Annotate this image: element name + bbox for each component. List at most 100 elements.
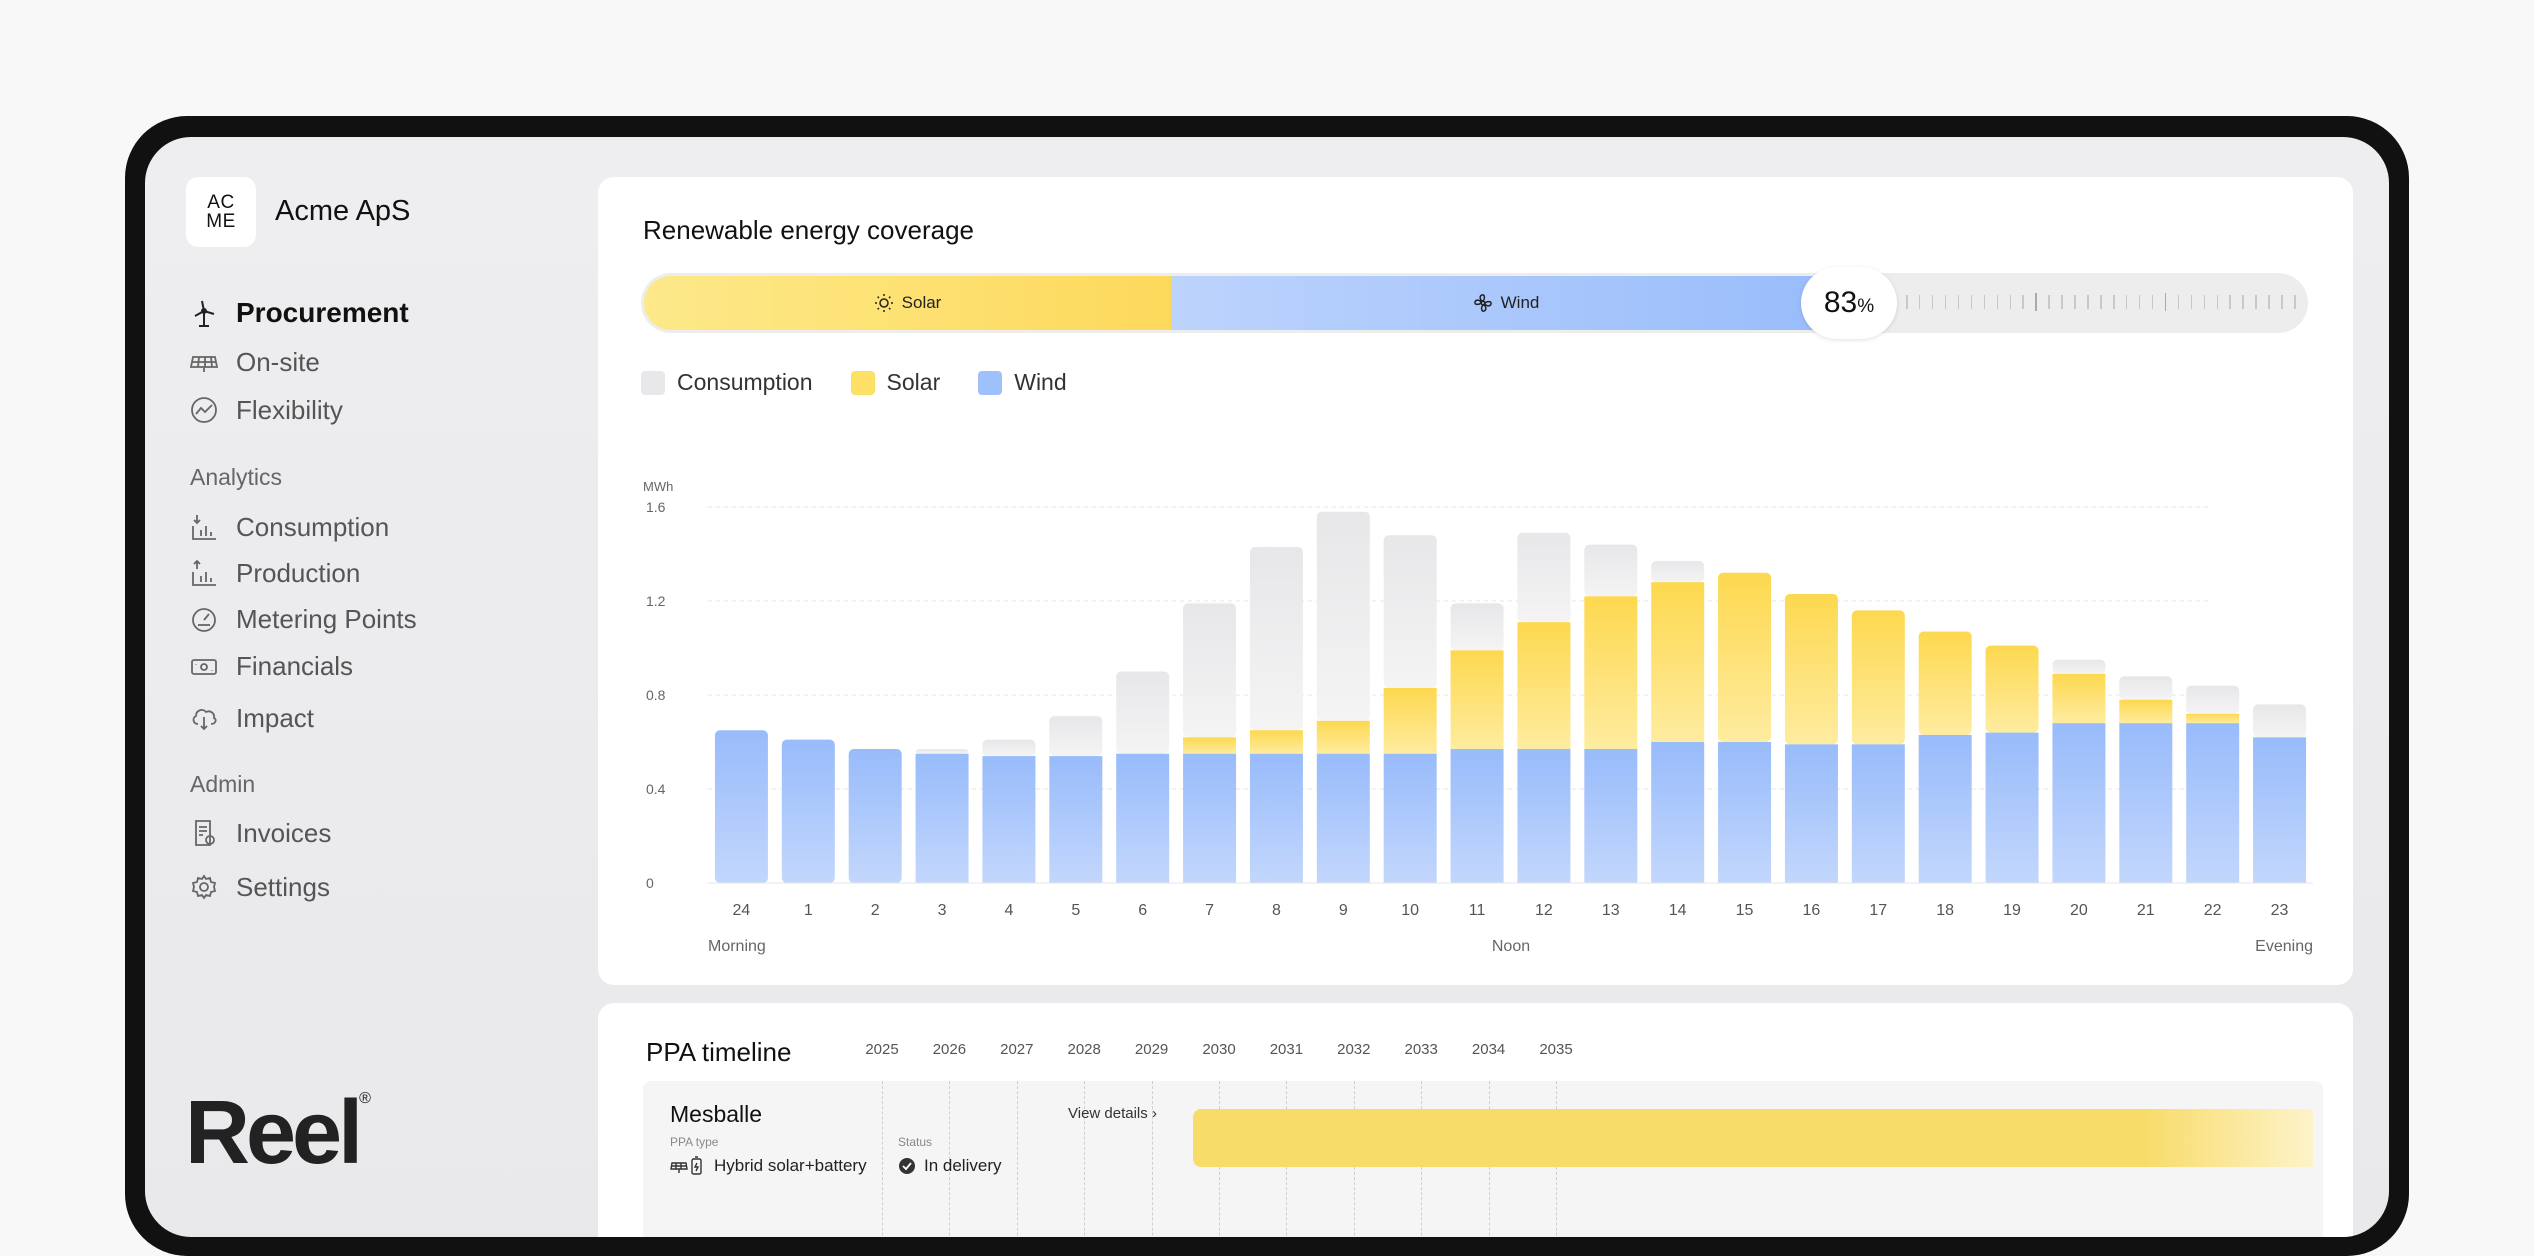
org-name[interactable]: Acme ApS [275,195,411,227]
invoice-icon [188,817,220,849]
x-tick-label: 8 [1272,902,1281,919]
bar-wind [1383,753,1437,883]
bar-solar [2052,673,2106,724]
nav-item-consumption[interactable]: Consumption [188,509,389,545]
y-tick-label: 0.4 [646,781,666,797]
nav-item-procurement[interactable]: Procurement [188,295,409,331]
bar-consumption [1183,603,1237,738]
nav-item-label: Impact [236,702,315,733]
bar-consumption [1517,532,1571,623]
bar-consumption [2186,685,2240,714]
timeline-year: 2030 [1202,1041,1236,1058]
nav-item-on-site[interactable]: On-site [188,344,320,380]
bar-wind [781,739,835,883]
timeline-year: 2028 [1067,1041,1101,1058]
legend-item-solar[interactable]: Solar [850,369,940,396]
money-icon [188,650,220,682]
bar-solar [1383,687,1437,754]
bar-wind [1851,744,1905,883]
coverage-tick [2268,295,2270,309]
x-tick-label: 20 [2070,902,2088,919]
bar-wind [1651,742,1705,883]
bar-wind [1316,753,1370,883]
coverage-wind-segment[interactable]: Wind [1171,276,1841,330]
timeline-year: 2031 [1269,1041,1304,1058]
bar-wind [1985,732,2039,883]
bar-solar [1718,572,1772,742]
nav-item-financials[interactable]: Financials [188,648,353,684]
coverage-tick [1944,295,1947,309]
x-tick-label: 3 [938,902,947,919]
y-tick-label: 0 [646,875,654,891]
ppa-title: PPA timeline [646,1037,792,1067]
coverage-ticks [1906,293,2296,311]
coverage-solar-segment[interactable]: Solar [644,276,1171,330]
bar-wind [1049,756,1103,883]
hybrid-icon [670,1156,706,1176]
view-details-link[interactable]: View details › [1068,1105,1157,1122]
coverage-bar[interactable]: Solar Wind 83% [641,267,2308,339]
bar-solar [1450,650,1504,750]
coverage-title: Renewable energy coverage [643,215,974,245]
x-tick-label: 1 [804,902,813,919]
x-tick-label: 13 [1602,902,1620,919]
y-tick-label: 0.8 [646,687,666,703]
timeline-year: 2027 [1000,1041,1034,1058]
bar-wind [1183,753,1237,883]
chevron-right-icon: › [1151,1105,1157,1122]
x-tick-label: 22 [2204,902,2222,919]
nav-item-label: Metering Points [236,603,417,634]
x-tick-label: 18 [1936,902,1954,919]
coverage-tick [1970,295,1973,309]
nav-item-metering-points[interactable]: Metering Points [188,601,417,637]
bar-consumption [2052,659,2106,674]
coverage-percent-unit: % [1857,296,1875,317]
bar-solar [1651,582,1705,742]
org-logo-line1: AC [207,192,235,213]
x-tick-label: 14 [1669,902,1687,919]
y-axis-unit: MWh [643,479,673,494]
nav-item-label: Production [236,557,361,588]
bar-wind [982,756,1036,883]
bar-consumption [1651,561,1705,583]
x-tick-label: 2 [871,902,880,919]
org-logo[interactable]: AC ME [186,177,256,247]
coverage-percent: 83 [1823,286,1858,319]
legend-item-consumption[interactable]: Consumption [641,369,813,396]
nav-item-settings[interactable]: Settings [188,869,330,905]
bar-wind [1718,742,1772,883]
sun-icon [874,293,894,313]
ppa-status-label: Status [898,1135,933,1149]
bar-consumption [1584,544,1638,597]
nav-item-production[interactable]: Production [188,555,360,591]
bar-solar [1517,622,1571,750]
x-tick-label: 9 [1339,902,1348,919]
bar-consumption [1316,511,1370,721]
x-tick-label: 10 [1401,902,1419,919]
coverage-tick [2138,295,2141,309]
bar-consumption [1383,535,1437,688]
bar-solar [1584,596,1638,750]
nav-item-invoices[interactable]: Invoices [188,815,331,851]
coverage-tick [2100,295,2102,309]
ppa-timeline-card: PPA timeline Mesballe View details › PPA… [598,1003,2353,1237]
x-tick-label: 6 [1138,902,1147,919]
legend-item-wind[interactable]: Wind [978,369,1067,396]
bar-wind [1784,744,1838,883]
y-tick-label: 1.2 [646,593,666,609]
gear-icon [188,871,220,903]
nav-item-impact[interactable]: Impact [188,700,314,736]
bar-wind [1116,753,1170,883]
coverage-tick [1906,295,1908,309]
nav-item-flexibility[interactable]: Flexibility [188,392,343,428]
ppa-delivery-bar[interactable] [1193,1109,2313,1167]
timeline-year: 2034 [1471,1041,1506,1058]
coverage-tick [2164,293,2167,311]
nav-item-label: Consumption [236,511,390,542]
x-tick-label: 5 [1071,902,1080,919]
bar-solar [1249,730,1303,754]
coverage-tick [2242,295,2244,309]
bar-consumption [915,749,969,754]
bar-wind [1918,734,1972,883]
x-tick-label: 21 [2137,902,2155,919]
